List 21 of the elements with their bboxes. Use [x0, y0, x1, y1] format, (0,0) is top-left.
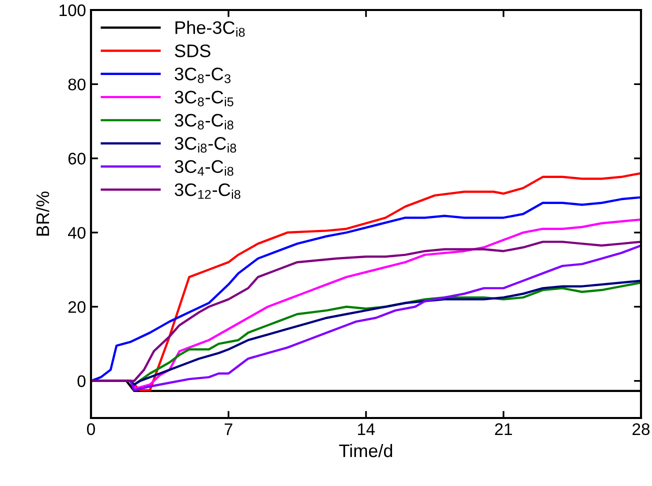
legend-label: 3C$_{12}$-C$_{i8}$	[174, 183, 240, 199]
y-tick-label: 60	[68, 152, 86, 165]
y-axis-title: BR/%	[36, 192, 50, 236]
legend-label: SDS	[174, 44, 210, 58]
x-tick-label: 21	[495, 423, 512, 435]
legend-label: Phe-3C$_{i8}$	[176, 20, 245, 37]
legend-label: 3C$_{8}$-C$_{i5}$	[174, 90, 234, 106]
legend-label: 3C$_{8}$-C$_{i8}$	[174, 114, 234, 130]
legend-label: 3C$_{i8}$-C$_{i8}$	[174, 137, 236, 153]
y-tick-label: 80	[68, 78, 86, 90]
x-tick-label: 28	[632, 423, 650, 436]
legend-label: 3C$_{8}$-C$_{3}$	[174, 68, 230, 84]
x-axis-title: Time/d	[339, 444, 392, 458]
x-tick-label: 14	[358, 423, 375, 435]
y-tick-label: 20	[68, 301, 86, 313]
y-tick-label: 100	[60, 4, 86, 16]
x-tick-label: 0	[87, 423, 95, 436]
legend-label: 3C$_{4}$-C$_{i8}$	[174, 160, 234, 176]
x-tick-label: 7	[224, 423, 232, 435]
y-tick-label: 0	[78, 375, 86, 388]
y-tick-label: 40	[68, 226, 86, 239]
